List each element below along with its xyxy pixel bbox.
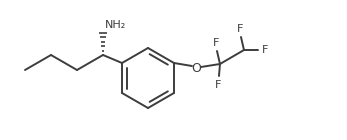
Text: F: F [215,80,221,90]
Text: O: O [191,61,201,74]
Text: NH₂: NH₂ [105,20,126,30]
Text: F: F [213,38,219,48]
Text: F: F [262,45,268,55]
Text: F: F [237,24,243,34]
